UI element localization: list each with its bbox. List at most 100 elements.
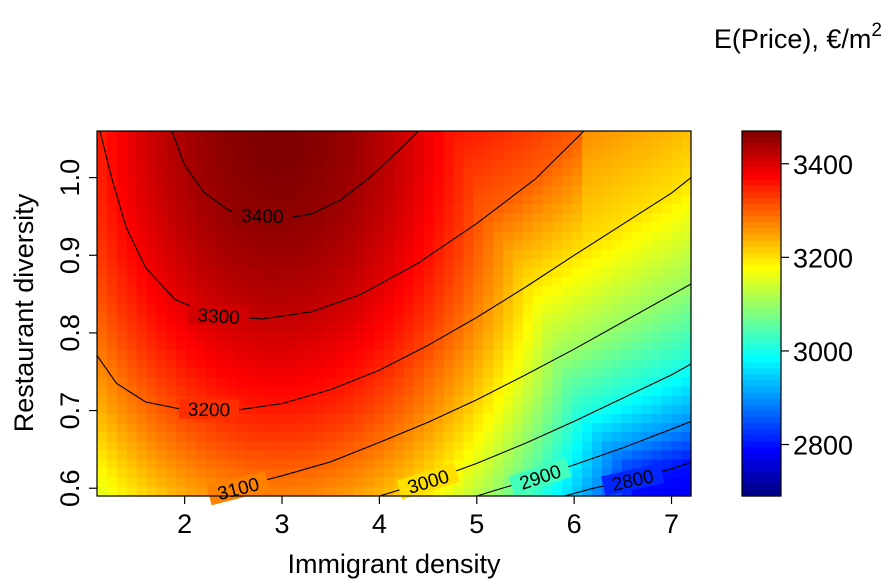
heat-cell	[473, 468, 484, 479]
heat-cell	[601, 368, 613, 378]
heat-cell	[205, 423, 217, 433]
heat-cell	[443, 286, 454, 296]
heat-cell	[285, 450, 296, 461]
heat-cell	[354, 468, 365, 479]
heat-cell	[344, 386, 355, 397]
heat-cell	[433, 286, 445, 296]
heat-cell	[116, 222, 128, 232]
heat-cell	[116, 249, 128, 260]
heat-cell	[344, 359, 355, 369]
heat-cell	[651, 258, 662, 269]
heat-cell	[493, 194, 504, 205]
colorbar-cell	[742, 131, 781, 138]
heat-cell	[324, 176, 336, 187]
heat-cell	[136, 350, 148, 360]
heat-cell	[334, 304, 346, 315]
heat-cell	[463, 322, 474, 333]
heat-cell	[354, 486, 365, 497]
heat-cell	[661, 313, 672, 324]
heat-cell	[384, 213, 395, 223]
heat-cell	[156, 258, 167, 269]
heat-cell	[275, 167, 286, 178]
heat-cell	[156, 304, 167, 315]
heat-cell	[324, 368, 336, 378]
heat-cell	[186, 213, 197, 223]
heat-cell	[166, 322, 177, 333]
heat-cell	[473, 140, 484, 150]
heat-cell	[542, 304, 553, 315]
heat-cell	[285, 340, 296, 351]
heat-cell	[215, 295, 227, 305]
heat-cell	[136, 258, 148, 269]
heat-cell	[413, 258, 425, 269]
heat-cell	[443, 149, 454, 159]
contour-label-3400: 3400	[241, 206, 284, 228]
heat-cell	[116, 468, 128, 479]
heat-cell	[611, 277, 623, 287]
heat-cell	[611, 140, 623, 150]
heat-cell	[394, 404, 405, 415]
heat-cell	[502, 322, 514, 333]
heat-cell	[245, 267, 256, 278]
heat-cell	[542, 213, 553, 223]
heat-cell	[354, 149, 365, 159]
heat-cell	[671, 423, 682, 433]
heat-cell	[562, 350, 573, 360]
heat-cell	[413, 413, 425, 424]
colorbar-cell	[742, 137, 781, 144]
heat-cell	[552, 167, 563, 178]
heat-cell	[265, 222, 276, 232]
heat-cell	[621, 222, 633, 232]
heat-cell	[423, 459, 435, 470]
heat-cell	[611, 185, 623, 196]
heat-cell	[304, 468, 316, 479]
heat-cell	[542, 450, 553, 461]
heat-cell	[116, 331, 128, 342]
heat-cell	[582, 295, 593, 305]
heat-cell	[463, 359, 474, 369]
heat-cell	[522, 350, 534, 360]
heat-cell	[146, 386, 157, 397]
heat-cell	[433, 322, 445, 333]
heat-cell	[215, 131, 227, 141]
heat-cell	[582, 222, 593, 232]
heat-cell	[344, 413, 355, 424]
heat-cell	[344, 231, 355, 242]
heat-cell	[97, 222, 108, 232]
heat-cell	[621, 176, 633, 187]
heat-cell	[611, 377, 623, 388]
heat-cell	[275, 350, 286, 360]
heat-cell	[532, 213, 544, 223]
heat-cell	[671, 140, 682, 150]
heat-cell	[601, 167, 613, 178]
heat-cell	[344, 404, 355, 415]
heat-cell	[334, 395, 346, 406]
heat-cell	[651, 350, 662, 360]
heat-cell	[473, 350, 484, 360]
heat-cell	[522, 194, 534, 205]
heat-cell	[146, 258, 157, 269]
heat-cell	[156, 176, 167, 187]
y-axis: 0.60.70.80.91.0	[55, 159, 97, 507]
heat-cell	[186, 386, 197, 397]
x-tick-label: 5	[469, 509, 484, 539]
heat-cell	[235, 231, 247, 242]
heat-cell	[443, 131, 454, 141]
heat-cell	[473, 404, 484, 415]
heat-cell	[453, 350, 464, 360]
heat-cell	[245, 222, 256, 232]
heat-cell	[285, 176, 296, 187]
heat-cell	[275, 158, 286, 169]
heat-cell	[641, 441, 652, 451]
heat-cell	[433, 459, 445, 470]
heat-cell	[443, 231, 454, 242]
heat-cell	[423, 140, 435, 150]
heat-cell	[344, 340, 355, 351]
heat-cell	[265, 459, 276, 470]
heat-cell	[136, 286, 148, 296]
heat-cell	[126, 486, 138, 497]
heat-cell	[453, 304, 464, 315]
heat-cell	[631, 194, 643, 205]
heat-cell	[215, 222, 227, 232]
heat-cell	[473, 340, 484, 351]
